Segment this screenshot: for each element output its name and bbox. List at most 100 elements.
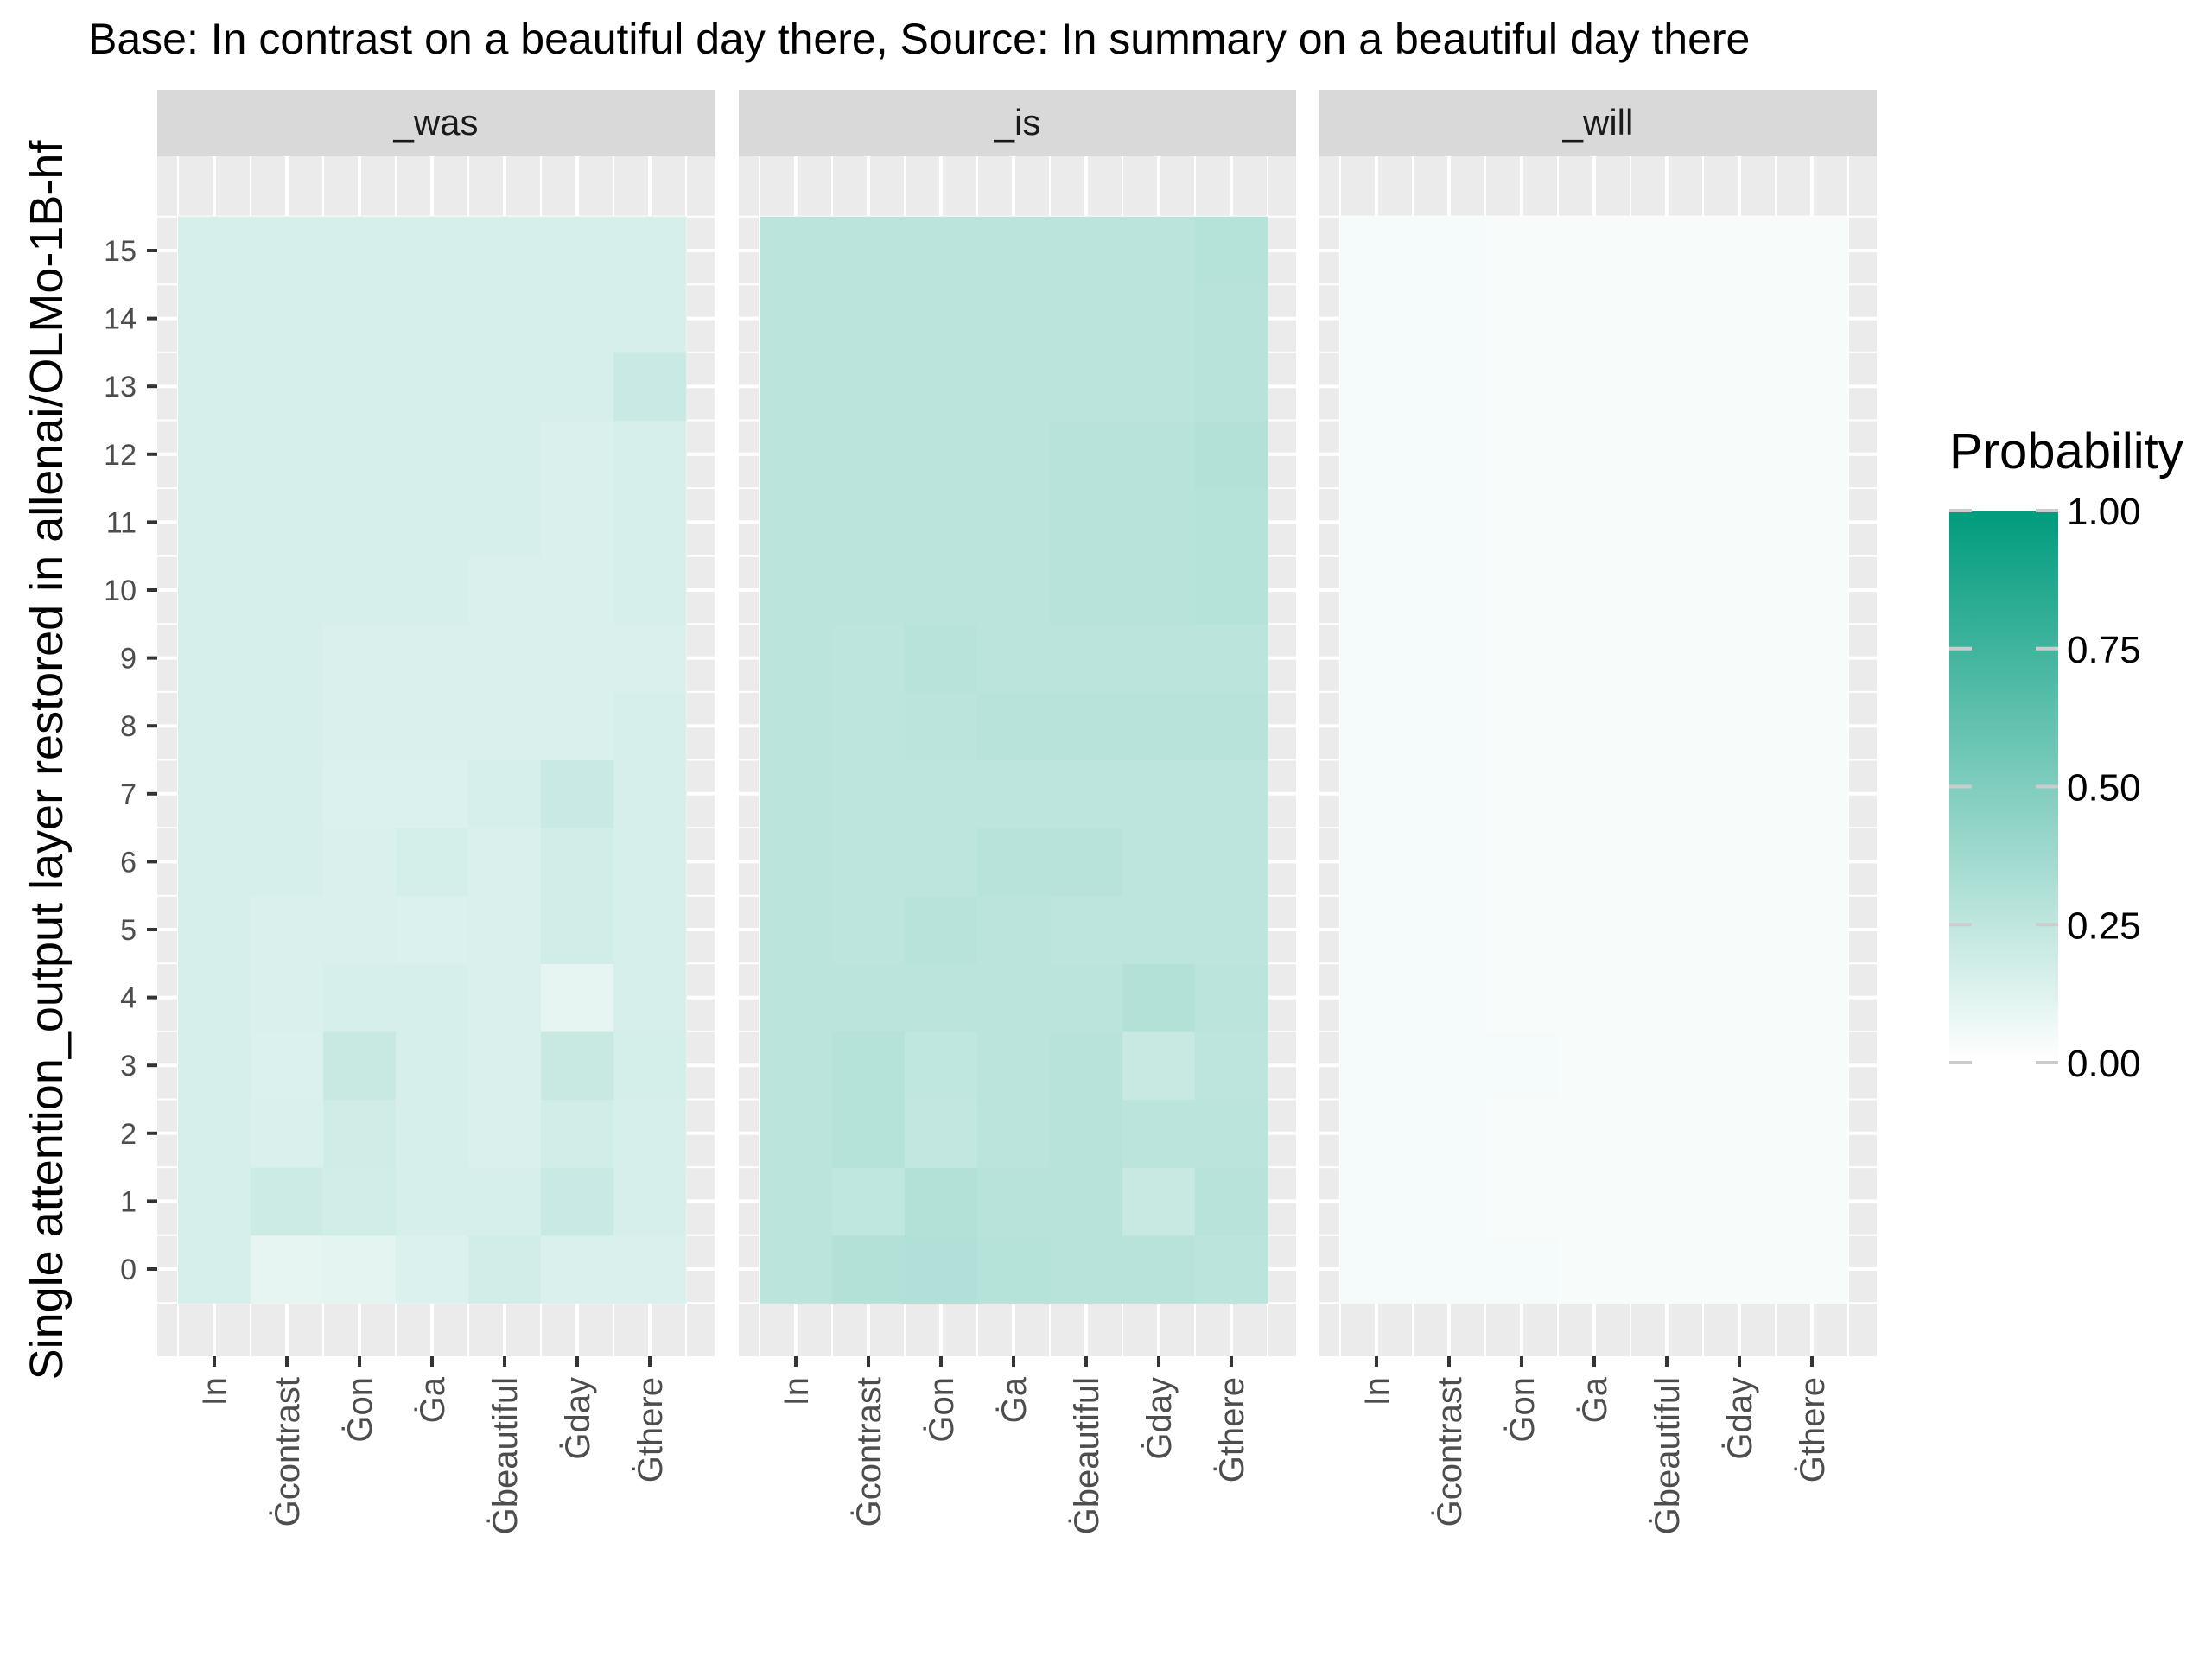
legend-tick-label: 0.50 <box>2067 767 2141 809</box>
facet-strip-label: _is <box>994 102 1041 143</box>
heatmap-tile: _will | Ġon | layer 8: 0.03 <box>1485 691 1559 761</box>
heatmap-tile: _was | Ġthere | layer 13: 0.21 <box>613 352 687 422</box>
heatmap-tile: _was | Ġday | layer 7: 0.21 <box>541 759 614 828</box>
facet-strip-label: _will <box>1562 102 1634 143</box>
heatmap-tile: _will | Ġday | layer 11: 0.03 <box>1703 488 1777 557</box>
heatmap-tile: _is | Ġbeautiful | layer 0: 0.28 <box>1050 1235 1123 1304</box>
heatmap-tile: _is | Ġon | layer 7: 0.26 <box>905 759 978 828</box>
heatmap-tile: _was | Ġbeautiful | layer 2: 0.15 <box>468 1099 542 1168</box>
heatmap-tile: _is | Ġa | layer 6: 0.28 <box>977 828 1051 897</box>
heatmap-tile: _was | Ġcontrast | layer 14: 0.16 <box>251 284 324 353</box>
heatmap-tile: _is | Ġa | layer 5: 0.27 <box>977 895 1051 964</box>
heatmap-tile: _is | In | layer 6: 0.27 <box>760 828 833 897</box>
heatmap-tile: _was | Ġthere | layer 12: 0.16 <box>613 420 687 489</box>
heatmap-tile: _is | Ġa | layer 14: 0.27 <box>977 284 1051 353</box>
heatmap-tile: _was | In | layer 7: 0.16 <box>178 759 251 828</box>
heatmap-tile: _was | Ġa | layer 2: 0.16 <box>396 1099 469 1168</box>
heatmap-tile: _was | Ġon | layer 13: 0.16 <box>323 352 397 422</box>
heatmap-tile: _was | Ġday | layer 11: 0.15 <box>541 488 614 557</box>
heatmap-tile: _is | Ġbeautiful | layer 7: 0.26 <box>1050 759 1123 828</box>
heatmap-tile: _will | Ġday | layer 1: 0.03 <box>1703 1167 1777 1236</box>
heatmap-tile: _is | Ġcontrast | layer 12: 0.27 <box>832 420 906 489</box>
heatmap-tile: _will | Ġon | layer 5: 0.03 <box>1485 895 1559 964</box>
heatmap-tile: _is | Ġday | layer 1: 0.22 <box>1122 1167 1196 1236</box>
heatmap-tile: _is | Ġcontrast | layer 14: 0.27 <box>832 284 906 353</box>
facet-panel-was: _was_was | In | layer 0: 0.16_was | Ġcon… <box>157 90 715 1534</box>
heatmap-tile: _is | Ġday | layer 15: 0.27 <box>1122 216 1196 285</box>
heatmap-tile: _is | Ġbeautiful | layer 8: 0.28 <box>1050 691 1123 761</box>
y-tick-label: 3 <box>120 1050 137 1082</box>
heatmap-tile: _was | In | layer 12: 0.16 <box>178 420 251 489</box>
heatmap-tile: _will | Ġa | layer 8: 0.03 <box>1558 691 1631 761</box>
facet-strip-label: _was <box>392 102 478 143</box>
heatmap-tile: _was | Ġthere | layer 10: 0.16 <box>613 555 687 625</box>
y-tick-label: 1 <box>120 1185 137 1218</box>
heatmap-tile: _will | Ġon | layer 11: 0.03 <box>1485 488 1559 557</box>
heatmap-tile: _was | Ġa | layer 12: 0.16 <box>396 420 469 489</box>
color-legend: Probability 1.00 0.75 0.50 0.25 0.00 <box>1949 423 2183 1085</box>
heatmap-tile: _is | Ġthere | layer 5: 0.26 <box>1195 895 1268 964</box>
heatmap-tile: _was | Ġthere | layer 5: 0.16 <box>613 895 687 964</box>
x-tick-label: In <box>778 1377 816 1406</box>
heatmap-tile: _is | Ġon | layer 2: 0.24 <box>905 1099 978 1168</box>
heatmap-tile: _is | Ġon | layer 8: 0.27 <box>905 691 978 761</box>
heatmap-tile: _was | Ġday | layer 10: 0.15 <box>541 555 614 625</box>
facet-panel-is: _is_is | In | layer 0: 0.27_is | Ġcontra… <box>739 90 1296 1534</box>
heatmap-tile: _was | Ġbeautiful | layer 3: 0.15 <box>468 1031 542 1101</box>
heatmap-tile: _is | Ġbeautiful | layer 9: 0.27 <box>1050 624 1123 693</box>
heatmap-tile: _is | Ġthere | layer 14: 0.28 <box>1195 284 1268 353</box>
y-tick-label: 6 <box>120 846 137 879</box>
heatmap-tile: _is | Ġthere | layer 9: 0.27 <box>1195 624 1268 693</box>
x-tick-label: Ġday <box>1720 1377 1759 1460</box>
heatmap-tile: _will | Ġcontrast | layer 15: 0.04 <box>1413 216 1486 285</box>
heatmap-tile: _was | Ġon | layer 3: 0.22 <box>323 1031 397 1101</box>
heatmap-tile: _was | Ġa | layer 1: 0.16 <box>396 1167 469 1236</box>
heatmap-tile: _is | Ġday | layer 4: 0.3 <box>1122 963 1196 1032</box>
heatmap-tile: _will | Ġthere | layer 12: 0.03 <box>1776 420 1849 489</box>
heatmap-tile: _will | Ġbeautiful | layer 7: 0.03 <box>1630 759 1704 828</box>
legend-tick-label: 1.00 <box>2067 491 2141 533</box>
heatmap-tile: _is | Ġday | layer 9: 0.27 <box>1122 624 1196 693</box>
heatmap-tile: _will | Ġthere | layer 5: 0.03 <box>1776 895 1849 964</box>
y-tick-label: 11 <box>106 506 137 539</box>
heatmap-tile: _is | In | layer 2: 0.27 <box>760 1099 833 1168</box>
heatmap-tile: _will | Ġa | layer 12: 0.03 <box>1558 420 1631 489</box>
heatmap-tile: _will | In | layer 10: 0.04 <box>1340 555 1414 625</box>
heatmap-tile: _will | In | layer 11: 0.04 <box>1340 488 1414 557</box>
heatmap-tile: _was | Ġday | layer 8: 0.15 <box>541 691 614 761</box>
heatmap-tile: _is | Ġa | layer 15: 0.27 <box>977 216 1051 285</box>
heatmap-tile: _is | Ġbeautiful | layer 5: 0.26 <box>1050 895 1123 964</box>
heatmap-tile: _is | Ġbeautiful | layer 13: 0.27 <box>1050 352 1123 422</box>
heatmap-tile: _will | Ġbeautiful | layer 5: 0.03 <box>1630 895 1704 964</box>
heatmap-tile: _was | Ġcontrast | layer 5: 0.15 <box>251 895 324 964</box>
heatmap-tile: _is | Ġon | layer 11: 0.27 <box>905 488 978 557</box>
heatmap-tile: _will | Ġcontrast | layer 13: 0.04 <box>1413 352 1486 422</box>
heatmap-tile: _is | Ġcontrast | layer 5: 0.26 <box>832 895 906 964</box>
heatmap-tile: _will | Ġcontrast | layer 12: 0.04 <box>1413 420 1486 489</box>
x-tick-label: Ġcontrast <box>268 1377 307 1527</box>
heatmap-tile: _is | Ġa | layer 10: 0.27 <box>977 555 1051 625</box>
heatmap-tile: _will | Ġbeautiful | layer 11: 0.03 <box>1630 488 1704 557</box>
heatmap-tile: _is | Ġthere | layer 12: 0.3 <box>1195 420 1268 489</box>
heatmap-tile: _will | In | layer 8: 0.04 <box>1340 691 1414 761</box>
heatmap-tile: _was | Ġbeautiful | layer 0: 0.18 <box>468 1235 542 1304</box>
heatmap-tile: _was | Ġday | layer 12: 0.15 <box>541 420 614 489</box>
heatmap-tile: _will | Ġthere | layer 1: 0.03 <box>1776 1167 1849 1236</box>
heatmap-tile: _will | Ġthere | layer 7: 0.03 <box>1776 759 1849 828</box>
heatmap-tile: _will | Ġon | layer 9: 0.03 <box>1485 624 1559 693</box>
heatmap-tile: _is | Ġa | layer 4: 0.27 <box>977 963 1051 1032</box>
heatmap-tile: _was | Ġday | layer 15: 0.16 <box>541 216 614 285</box>
heatmap-tile: _will | Ġday | layer 9: 0.03 <box>1703 624 1777 693</box>
heatmap-tile: _will | Ġa | layer 15: 0.03 <box>1558 216 1631 285</box>
heatmap-tile: _will | Ġa | layer 10: 0.03 <box>1558 555 1631 625</box>
heatmap-tile: _was | Ġa | layer 11: 0.16 <box>396 488 469 557</box>
heatmap-tile: _is | Ġon | layer 15: 0.27 <box>905 216 978 285</box>
heatmap-tile: _will | Ġday | layer 7: 0.03 <box>1703 759 1777 828</box>
heatmap-tile: _will | Ġthere | layer 8: 0.03 <box>1776 691 1849 761</box>
heatmap-tile: _was | Ġon | layer 14: 0.16 <box>323 284 397 353</box>
heatmap-tile: _is | Ġday | layer 10: 0.28 <box>1122 555 1196 625</box>
heatmap-tile: _is | In | layer 4: 0.27 <box>760 963 833 1032</box>
heatmap-tile: _is | Ġbeautiful | layer 1: 0.28 <box>1050 1167 1123 1236</box>
